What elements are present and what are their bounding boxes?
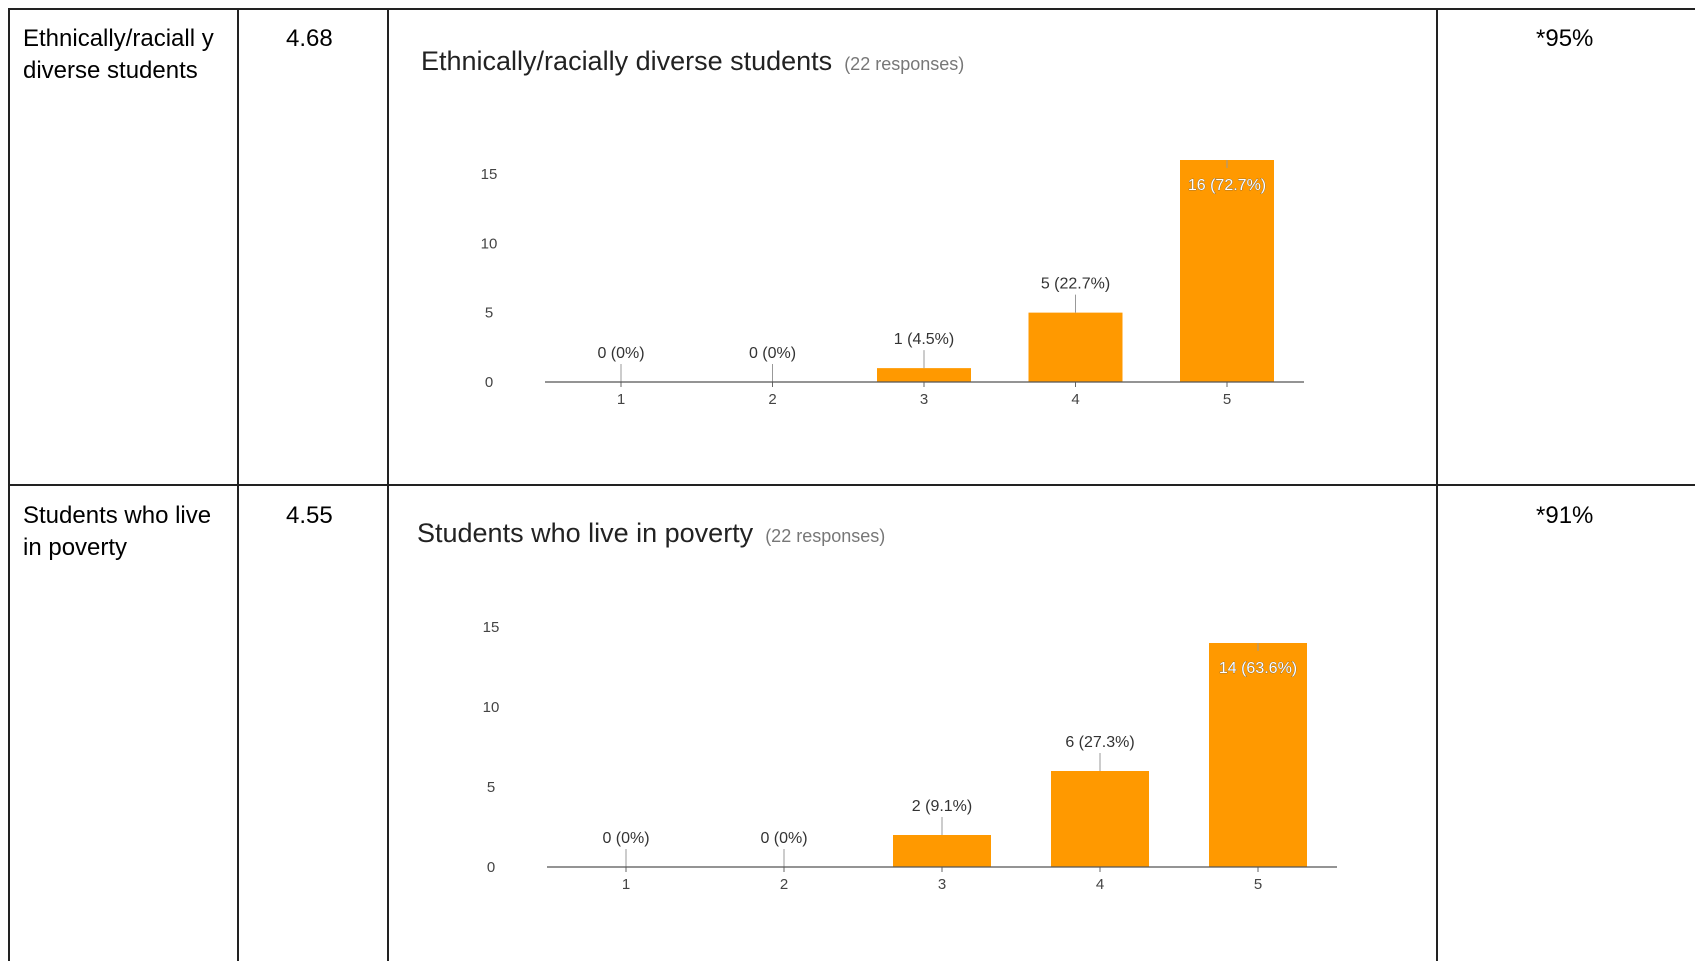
chart-title: Ethnically/racially diverse students — [421, 46, 832, 76]
y-tick-label: 5 — [487, 779, 495, 796]
bar-chart-poverty-students: Students who live in poverty (22 response… — [417, 518, 1337, 893]
row-percent: *95% — [1536, 25, 1594, 52]
data-label: 16 (72.7%) — [1188, 177, 1266, 194]
bar — [1209, 643, 1307, 867]
y-tick-label: 0 — [485, 374, 493, 391]
data-label: 0 (0%) — [602, 830, 649, 847]
x-tick-label: 5 — [1223, 391, 1231, 408]
row-label: Students who live in poverty — [23, 502, 212, 561]
row-mean: 4.55 — [286, 502, 333, 529]
data-label: 1 (4.5%) — [894, 331, 954, 348]
row-mean: 4.68 — [286, 25, 333, 52]
y-tick-label: 5 — [485, 305, 493, 322]
y-tick-label: 15 — [483, 619, 500, 636]
y-tick-label: 15 — [481, 166, 498, 183]
x-tick-label: 4 — [1071, 391, 1079, 408]
y-tick-label: 10 — [481, 235, 498, 252]
bar-chart-diverse-students: Ethnically/racially diverse students (22 … — [421, 46, 1304, 408]
data-label: 14 (63.6%) — [1219, 660, 1297, 677]
row-label: Ethnically/raciall y diverse students — [23, 25, 214, 84]
x-tick-label: 3 — [920, 391, 928, 408]
x-tick-label: 1 — [622, 876, 630, 893]
y-tick-label: 0 — [487, 859, 495, 876]
x-tick-label: 3 — [938, 876, 946, 893]
x-tick-label: 4 — [1096, 876, 1104, 893]
data-label: 0 (0%) — [760, 830, 807, 847]
y-tick-label: 10 — [483, 699, 500, 716]
data-label: 0 (0%) — [597, 345, 644, 362]
data-label: 6 (27.3%) — [1065, 734, 1134, 751]
data-label: 2 (9.1%) — [912, 798, 972, 815]
chart-response-count: (22 responses) — [844, 54, 964, 74]
data-label: 5 (22.7%) — [1041, 276, 1110, 293]
bar — [1051, 771, 1149, 867]
x-tick-label: 2 — [768, 391, 776, 408]
chart-title: Students who live in poverty — [417, 518, 754, 548]
x-tick-label: 5 — [1254, 876, 1262, 893]
row-percent: *91% — [1536, 502, 1594, 529]
table-border-top — [8, 8, 1695, 10]
x-tick-label: 2 — [780, 876, 788, 893]
chart-response-count: (22 responses) — [765, 526, 885, 546]
bar — [1180, 160, 1274, 382]
bar — [877, 368, 971, 382]
bar — [1028, 312, 1123, 382]
bar — [893, 835, 991, 867]
table-border-row — [8, 484, 1695, 486]
x-tick-label: 1 — [617, 391, 625, 408]
data-label: 0 (0%) — [749, 345, 796, 362]
